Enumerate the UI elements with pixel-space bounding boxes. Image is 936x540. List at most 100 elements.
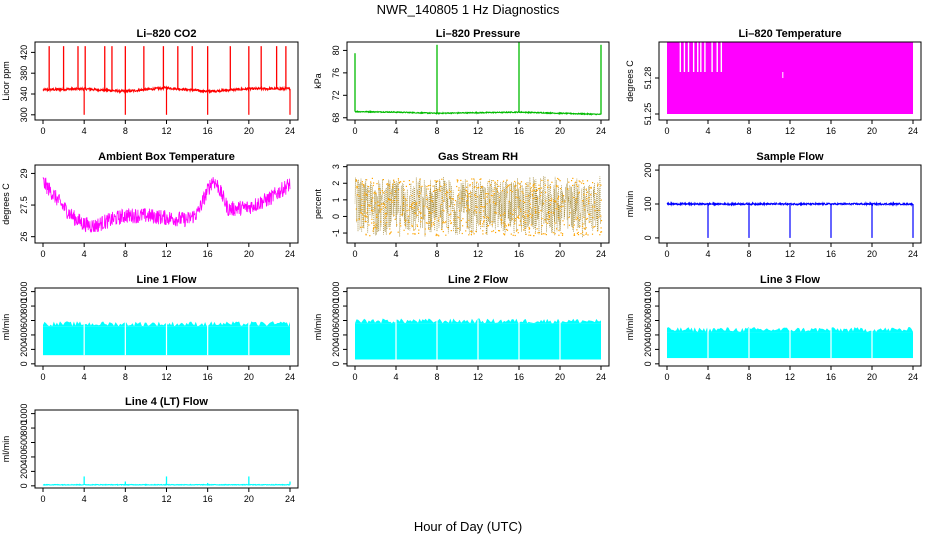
data-point	[539, 187, 541, 189]
data-point	[576, 184, 578, 186]
y-axis-label: kPa	[313, 73, 323, 89]
data-point	[358, 218, 360, 220]
data-point	[361, 183, 363, 185]
data-point	[532, 184, 534, 186]
data-point	[420, 212, 422, 214]
data-point	[509, 212, 512, 214]
data-point	[476, 196, 479, 198]
data-point	[528, 200, 530, 202]
y-tick-label: 51.28	[643, 67, 653, 90]
data-point	[558, 195, 560, 198]
data-point	[537, 197, 539, 200]
data-point	[470, 233, 472, 236]
data-point	[469, 184, 471, 186]
data-point	[556, 228, 558, 230]
data-point	[368, 190, 370, 192]
y-axis-label: ml/min	[625, 191, 635, 218]
data-point	[396, 224, 398, 226]
data-point	[376, 216, 378, 218]
data-point	[556, 208, 558, 210]
x-tick-label: 24	[908, 249, 918, 259]
data-point	[389, 233, 391, 235]
data-point	[492, 201, 494, 203]
data-point	[540, 187, 543, 189]
data-point	[371, 210, 373, 212]
data-point	[568, 224, 570, 226]
data-point	[459, 202, 461, 204]
data-point	[435, 233, 437, 235]
data-point	[394, 196, 397, 198]
data-point	[454, 204, 456, 206]
data-point	[466, 195, 468, 197]
data-point	[549, 199, 551, 201]
data-point	[475, 206, 477, 208]
panel-title: Ambient Box Temperature	[98, 151, 235, 163]
data-point	[371, 222, 373, 224]
data-point	[532, 189, 534, 191]
data-point	[486, 196, 488, 198]
data-point	[405, 199, 407, 201]
data-point	[457, 195, 459, 197]
panel-title: Li–820 CO2	[137, 28, 197, 40]
data-point	[375, 193, 377, 195]
series-line2	[355, 318, 601, 360]
data-point	[458, 210, 461, 212]
data-point	[428, 208, 430, 210]
data-point	[587, 234, 589, 236]
data-point	[561, 234, 564, 236]
x-tick-label: 4	[705, 249, 710, 259]
data-point	[361, 226, 363, 228]
y-tick-label: 1000	[643, 282, 653, 302]
data-point	[382, 206, 384, 208]
y-tick-label: 80	[331, 45, 341, 55]
y-tick-label: 1	[331, 197, 341, 202]
data-point	[585, 227, 587, 229]
x-axis: 0 4 8 12 16 20 24	[40, 243, 295, 259]
data-point	[589, 213, 591, 215]
data-point	[370, 181, 372, 183]
x-tick-label: 24	[285, 494, 295, 504]
data-point	[517, 206, 519, 208]
x-tick-label: 16	[514, 372, 524, 382]
data-point	[456, 181, 459, 183]
data-point	[493, 193, 496, 195]
data-point	[522, 215, 524, 217]
x-axis: 0 4 8 12 16 20 24	[352, 366, 606, 382]
data-point	[391, 201, 393, 203]
data-point	[481, 186, 483, 188]
data-point	[378, 204, 380, 206]
data-point	[446, 191, 448, 193]
data-point	[462, 218, 464, 220]
x-axis: 0 4 8 12 16 20 24	[352, 120, 606, 136]
data-point	[585, 233, 587, 235]
data-point	[467, 205, 469, 207]
data-point	[386, 191, 388, 193]
x-tick-label: 24	[596, 249, 606, 259]
y-tick-label: 200	[643, 342, 653, 357]
data-point	[554, 222, 556, 224]
data-point	[411, 202, 414, 204]
data-point	[358, 195, 360, 197]
data-point	[506, 191, 508, 193]
x-tick-label: 16	[203, 249, 213, 259]
data-point	[385, 215, 387, 217]
data-point	[502, 180, 505, 182]
data-point	[582, 231, 584, 233]
data-point	[468, 219, 470, 221]
data-point	[429, 219, 431, 221]
y-tick-label: 800	[331, 299, 341, 314]
data-point	[433, 224, 435, 226]
data-point	[506, 187, 508, 189]
data-point	[538, 184, 540, 186]
data-point	[411, 195, 413, 197]
data-point	[367, 186, 370, 188]
data-point	[522, 200, 524, 202]
data-point	[538, 212, 540, 214]
x-tick-label: 0	[40, 494, 45, 504]
data-point	[523, 229, 525, 231]
data-point	[466, 191, 468, 193]
x-tick-label: 16	[203, 494, 213, 504]
data-point	[414, 212, 416, 214]
data-point	[585, 194, 587, 196]
